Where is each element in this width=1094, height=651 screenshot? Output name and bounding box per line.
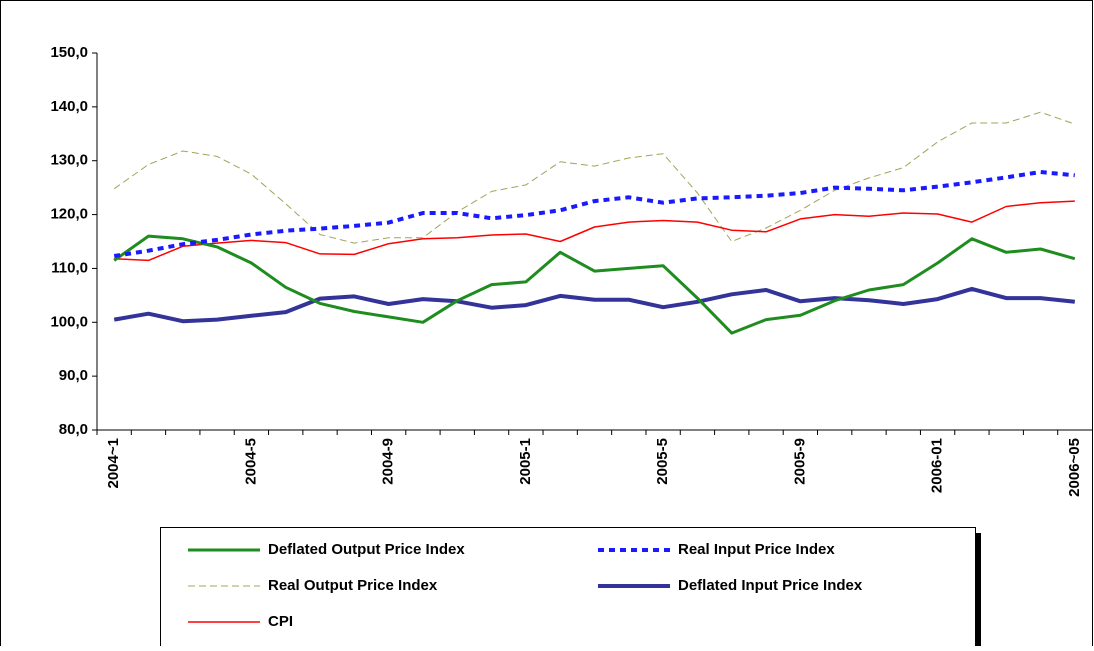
y-tick-label: 80,0 (59, 421, 88, 438)
x-tick-label: 2004-9 (380, 438, 397, 485)
legend-label: Deflated Input Price Index (678, 577, 863, 594)
x-tick-label: 2005-5 (654, 438, 671, 485)
y-tick-label: 90,0 (59, 367, 88, 384)
y-tick-label: 120,0 (50, 206, 88, 223)
series-line (113, 286, 1076, 324)
x-tick-label: 2006~05 (1066, 438, 1083, 497)
x-tick-label: 2004-5 (242, 438, 259, 485)
legend-label: Real Output Price Index (268, 577, 438, 594)
x-tick-label: 2006-01 (929, 438, 946, 493)
series-line (113, 234, 1076, 335)
legend-box (160, 527, 976, 651)
series-line (113, 111, 1075, 244)
x-tick-label: 2005-1 (517, 438, 534, 485)
legend-label: CPI (268, 613, 293, 630)
y-tick-label: 110,0 (51, 259, 88, 276)
y-tick-label: 150,0 (50, 44, 88, 61)
y-tick-label: 140,0 (50, 98, 88, 115)
series-line (113, 170, 1075, 258)
y-tick-label: 100,0 (50, 313, 88, 330)
legend-label: Deflated Output Price Index (268, 541, 465, 558)
x-tick-label: 2004~1 (105, 438, 122, 488)
x-tick-label: 2005-9 (791, 438, 808, 485)
series-line (114, 200, 1075, 262)
y-tick-label: 130,0 (50, 152, 88, 169)
legend-label: Real Input Price Index (678, 541, 835, 558)
